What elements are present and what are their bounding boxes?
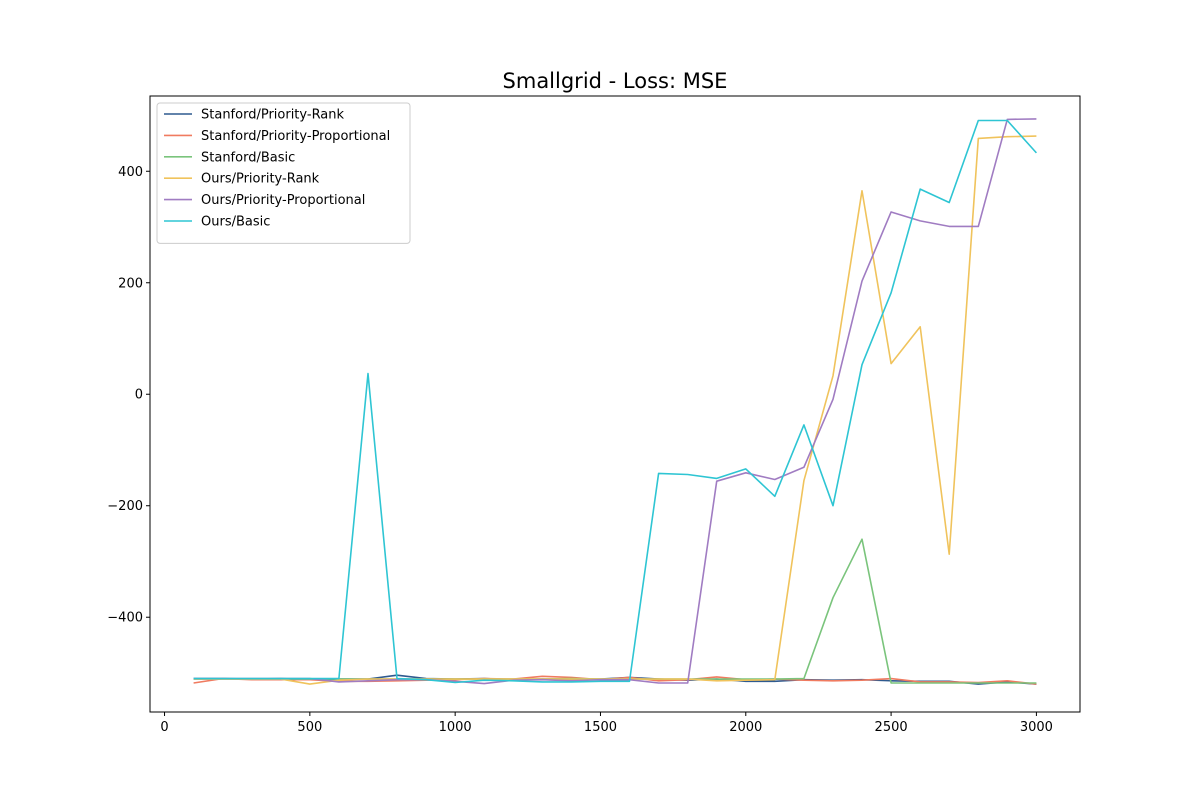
legend-box [156, 102, 411, 244]
x-tick-label: 2000 [729, 720, 762, 735]
y-tick-label: 400 [118, 165, 143, 180]
legend-label: Ours/Priority-Proportional [201, 193, 365, 208]
y-tick-label: 0 [135, 388, 143, 403]
plot-frame [149, 95, 1081, 713]
legend-label: Stanford/Basic [201, 150, 295, 165]
legend-label: Ours/Priority-Rank [201, 172, 320, 187]
x-tick-label: 3000 [1020, 720, 1053, 735]
series-lines [193, 118, 1037, 685]
y-axis: −400 −200 0 200 400 [107, 165, 150, 626]
legend-label: Stanford/Priority-Proportional [201, 129, 390, 144]
series-line [193, 119, 1037, 684]
legend-label: Stanford/Priority-Rank [201, 108, 345, 123]
chart-title: Smallgrid - Loss: MSE [503, 69, 728, 93]
x-tick-label: 500 [297, 720, 322, 735]
x-axis: 0 500 1000 1500 2000 2500 3000 [160, 712, 1053, 735]
series-line [193, 118, 1037, 685]
legend-label: Ours/Basic [201, 215, 270, 230]
legend: Stanford/Priority-Rank Stanford/Priority-… [156, 102, 411, 244]
x-tick-label: 2500 [875, 720, 908, 735]
y-tick-label: −200 [107, 499, 143, 514]
y-tick-label: 200 [118, 276, 143, 291]
x-tick-label: 1500 [584, 720, 617, 735]
y-tick-label: −400 [107, 611, 143, 626]
series-line [193, 538, 1037, 684]
x-tick-label: 0 [160, 720, 168, 735]
x-tick-label: 1000 [439, 720, 472, 735]
